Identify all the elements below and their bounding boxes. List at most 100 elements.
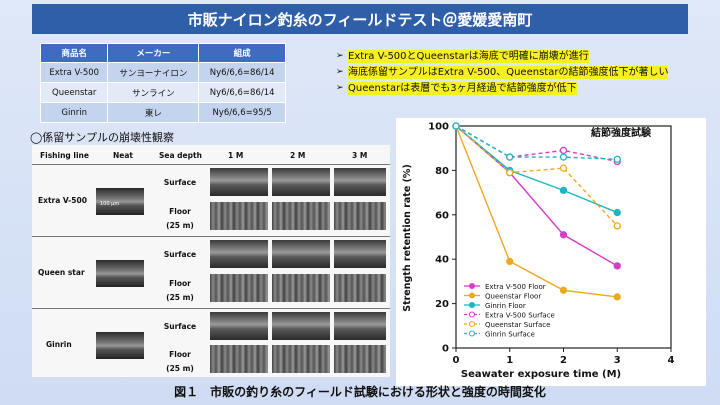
sample-image-ginrin-floor-3m [334, 345, 386, 373]
arrow-bullet-icon: ➢ [336, 67, 344, 77]
header-neat: Neat [113, 151, 134, 160]
series-line [455, 125, 618, 214]
depth-label-surface: Surface [163, 250, 197, 259]
data-point [559, 186, 568, 195]
series-line [455, 125, 618, 267]
sample-image-ginrin-surface-3m [334, 312, 386, 340]
sample-image-ginrin-floor-1m [210, 345, 268, 373]
finding-text: Extra V-500とQueenstarは海底で明確に崩壊が進行 [348, 50, 589, 63]
y-tick-label: 60 [435, 210, 449, 221]
table-row: Extra V-500 サンヨーナイロン Ny6/6,6=86/14 [39, 62, 286, 83]
data-point [613, 262, 621, 270]
x-tick-label: 4 [668, 355, 675, 366]
data-point [613, 293, 621, 301]
data-point [559, 146, 568, 155]
sample-image-queenstar-neat [96, 260, 144, 287]
sample-image-extra-v500-surface-1m [210, 168, 268, 196]
table-cell: Queenstar [39, 82, 109, 103]
sample-image-ginrin-neat [96, 332, 144, 359]
x-tick-label: 3 [614, 355, 621, 366]
divider [32, 164, 390, 165]
data-point [506, 153, 514, 161]
findings-list: ➢ Extra V-500とQueenstarは海底で明確に崩壊が進行 ➢ 海底… [336, 50, 696, 98]
table-cell: Ginrin [39, 102, 109, 123]
legend-marker [468, 282, 476, 290]
sample-image-queenstar-floor-3m [334, 274, 386, 302]
depth-label-floor-note: (25 m) [166, 221, 194, 230]
depth-label-surface: Surface [163, 178, 197, 187]
depth-label-floor: Floor [169, 207, 191, 216]
x-tick-label: 2 [560, 355, 567, 366]
legend-label: Queenstar Floor [485, 292, 541, 300]
legend-marker [468, 301, 476, 309]
figure-caption: 図１ 市販の釣り糸のフィールド試験における形状と強度の時間変化 [174, 385, 546, 399]
legend-marker [468, 330, 476, 337]
depth-label-floor-note: (25 m) [166, 293, 194, 302]
data-point [559, 164, 568, 172]
observation-section-title: ◯係留サンプルの崩壊性観察 [30, 131, 174, 144]
header-maker: メーカー [107, 43, 200, 63]
sample-image-extra-v500-surface-3m [334, 168, 386, 196]
slide-title: 市販ナイロン釣糸のフィールドテスト＠愛媛愛南町 [32, 4, 688, 34]
sample-image-queenstar-surface-2m [272, 240, 330, 268]
legend-marker [468, 320, 476, 328]
table-cell: サンヨーナイロン [107, 62, 200, 83]
data-point [559, 231, 568, 239]
series-line [455, 125, 618, 160]
header-2m: 2 M [290, 151, 306, 160]
finding-item: ➢ Queenstarは表層でも3ヶ月経過で結節強度が低下 [336, 82, 696, 95]
row-label-queenstar: Queen star [38, 268, 85, 277]
depth-label-floor: Floor [169, 279, 191, 288]
data-point [613, 155, 621, 163]
series-line [455, 125, 618, 298]
sample-image-queenstar-surface-1m [210, 240, 268, 268]
legend-label: Extra V-500 Surface [485, 311, 555, 319]
data-point [613, 222, 621, 230]
x-tick-label: 0 [453, 355, 460, 366]
table-cell: Ny6/6,6=86/14 [198, 62, 286, 83]
finding-text: Queenstarは表層でも3ヶ月経過で結節強度が低下 [348, 82, 577, 95]
depth-label-floor: Floor [169, 350, 191, 359]
data-point [559, 153, 568, 161]
sample-image-ginrin-surface-1m [210, 312, 268, 340]
y-tick-label: 100 [428, 122, 449, 133]
row-label-extra-v500: Extra V-500 [38, 196, 87, 205]
legend-label: Ginrin Surface [485, 330, 535, 338]
table-cell: Extra V-500 [39, 62, 109, 83]
chart-panel: 結節強度試験 Seawater exposure time (M) Streng… [396, 118, 706, 386]
data-point [452, 122, 460, 130]
arrow-bullet-icon: ➢ [336, 51, 344, 61]
sample-image-queenstar-floor-1m [210, 274, 268, 302]
series-line [455, 125, 618, 227]
row-label-ginrin: Ginrin [46, 340, 72, 349]
table-cell: Ny6/6,6=95/5 [198, 102, 286, 123]
table-cell: Ny6/6,6=86/14 [198, 82, 286, 103]
finding-item: ➢ Extra V-500とQueenstarは海底で明確に崩壊が進行 [336, 50, 696, 63]
x-axis-label: Seawater exposure time (M) [461, 369, 621, 380]
table-cell: サンライン [107, 82, 200, 103]
data-point [506, 257, 514, 266]
data-point [559, 286, 568, 294]
y-tick-label: 40 [435, 255, 449, 266]
depth-label-surface: Surface [163, 322, 197, 331]
header-3m: 3 M [352, 151, 368, 160]
sample-image-extra-v500-neat [96, 188, 144, 215]
legend-label: Extra V-500 Floor [485, 283, 546, 291]
header-1m: 1 M [228, 151, 244, 160]
arrow-bullet-icon: ➢ [336, 83, 344, 93]
legend-label: Ginrin Floor [485, 302, 526, 310]
y-tick-label: 20 [435, 299, 449, 310]
finding-item: ➢ 海底係留サンプルはExtra V-500、Queenstarの結節強度低下が… [336, 66, 696, 79]
sample-image-extra-v500-floor-2m [272, 202, 330, 230]
sample-image-extra-v500-floor-3m [334, 202, 386, 230]
x-tick-label: 1 [506, 355, 513, 366]
sample-image-ginrin-floor-2m [272, 345, 330, 373]
legend-label: Queenstar Surface [485, 321, 550, 329]
data-point [613, 208, 621, 217]
header-product: 商品名 [39, 43, 109, 63]
legend-marker [468, 292, 476, 299]
sample-image-extra-v500-surface-2m [272, 168, 330, 196]
y-tick-label: 0 [442, 344, 449, 355]
table-row: Queenstar サンライン Ny6/6,6=86/14 [39, 82, 286, 103]
